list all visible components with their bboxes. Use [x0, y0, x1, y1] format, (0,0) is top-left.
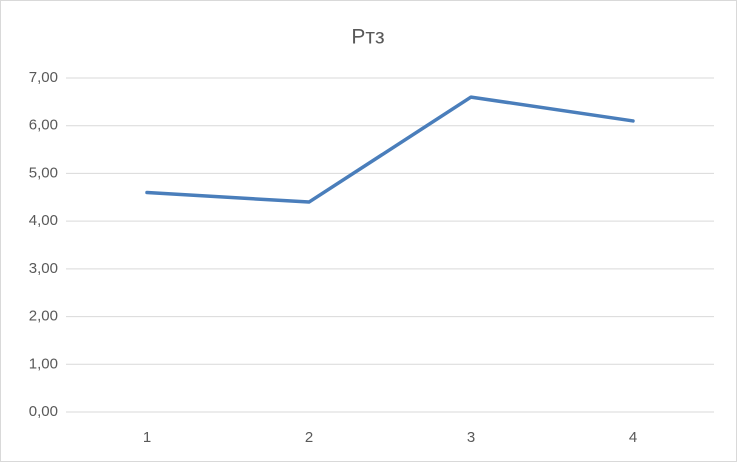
y-tick-label: 0,00	[29, 403, 58, 420]
y-tick-label: 3,00	[29, 260, 58, 277]
y-tick-label: 7,00	[29, 69, 58, 86]
chart-title: Pтз	[351, 26, 384, 49]
y-tick-label: 5,00	[29, 164, 58, 181]
x-tick-label: 2	[305, 429, 313, 446]
y-tick-label: 6,00	[29, 117, 58, 134]
data-line	[145, 95, 635, 204]
y-tick-label: 1,00	[29, 355, 58, 372]
x-tick-label: 3	[467, 429, 475, 446]
y-tick-label: 2,00	[29, 308, 58, 325]
x-tick-label: 1	[143, 429, 151, 446]
y-tick-label: 4,00	[29, 212, 58, 229]
x-tick-label: 4	[629, 429, 637, 446]
